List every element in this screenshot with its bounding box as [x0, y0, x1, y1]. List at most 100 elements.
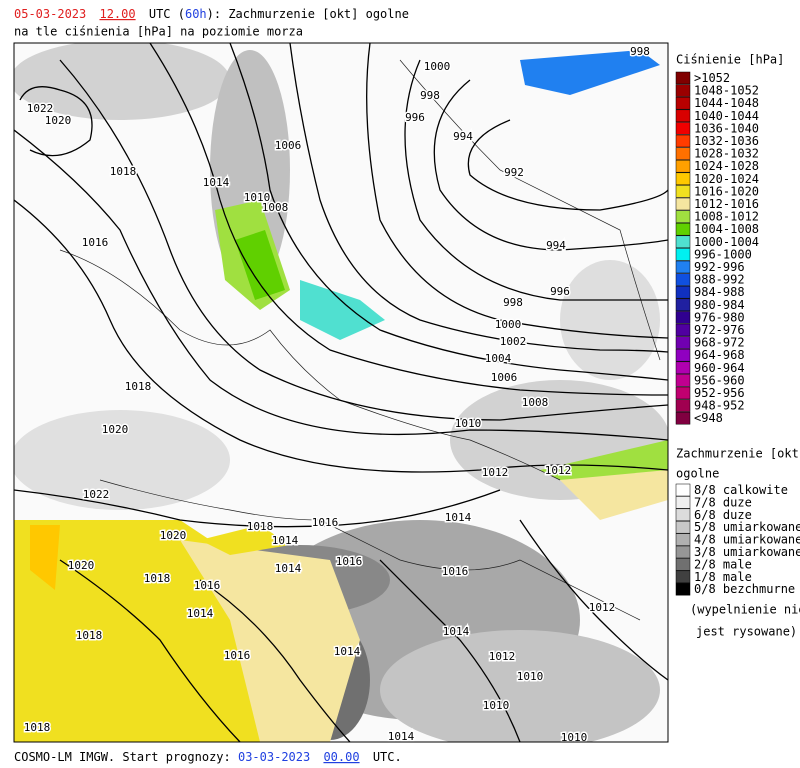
- legend-label: >1052: [694, 71, 730, 85]
- legend-swatch: [675, 222, 691, 236]
- legend-label: 1024-1028: [694, 159, 759, 173]
- legend-swatch: [675, 483, 691, 497]
- legend-label: 992-996: [694, 260, 745, 274]
- isobar-label: 1022: [27, 102, 54, 115]
- legend-label: 972-976: [694, 323, 745, 337]
- isobar-label: 1014: [443, 625, 470, 638]
- isobar-label: 1012: [482, 466, 509, 479]
- header-rest: ): Zachmurzenie [okt] ogolne: [207, 7, 409, 21]
- legend-swatch: [675, 520, 691, 534]
- legend-label: 1000-1004: [694, 235, 759, 249]
- isobar-label: 1016: [312, 516, 339, 529]
- legend-swatch: [675, 122, 691, 135]
- legend-label: 1012-1016: [694, 197, 759, 211]
- legend-swatch: [675, 273, 691, 286]
- isobar-label: 1006: [491, 371, 518, 384]
- legend-swatch: [675, 411, 691, 425]
- isobar-label: 1014: [334, 645, 361, 658]
- legend-label: 976-980: [694, 310, 745, 324]
- legend-swatch: [675, 582, 691, 596]
- coastlines: [59, 59, 661, 621]
- isobar-label: 1012: [545, 464, 572, 477]
- legend-swatch: [675, 533, 691, 546]
- legend-label: 968-972: [694, 336, 745, 350]
- isobar-label: 1020: [68, 559, 95, 572]
- legend-label: 4/8 umiarkowane: [694, 533, 800, 547]
- legend-swatch: [675, 558, 691, 571]
- legend-swatch: [675, 545, 691, 559]
- isobar-label: 1010: [517, 670, 544, 683]
- legend-swatch: [675, 285, 691, 299]
- isobar-label: 998: [420, 89, 440, 102]
- cloud-legend-note: (wypelnienie nie: [690, 603, 800, 617]
- legend-label: 1004-1008: [694, 222, 759, 236]
- pressure-fields: [14, 50, 668, 742]
- isobar-label: 1014: [388, 730, 415, 743]
- legend-label: 996-1000: [694, 247, 752, 261]
- isobar-label: 996: [550, 285, 570, 298]
- legend-label: 1/8 male: [694, 570, 752, 584]
- isobar-label: 1020: [45, 114, 72, 127]
- isobar-label: 1014: [187, 607, 214, 620]
- legend-label: 980-984: [694, 298, 745, 312]
- legend-label: 3/8 umiarkowane: [694, 545, 800, 559]
- legend-swatch: [675, 399, 691, 412]
- cloud-legend-note: jest rysowane): [696, 625, 797, 639]
- isobar-label: 1020: [160, 529, 187, 542]
- isobar-label: 998: [503, 296, 523, 309]
- legend-swatch: [675, 96, 691, 110]
- map: 9981000998996994100699210221020101810141…: [13, 42, 669, 743]
- legend-swatch: [675, 235, 691, 249]
- isobar-label: 1012: [589, 601, 616, 614]
- legend-swatch: [675, 496, 691, 509]
- legend-label: 5/8 umiarkowane: [694, 520, 800, 534]
- legend-swatch: [675, 134, 691, 148]
- isobar-label: 994: [546, 239, 566, 252]
- isobar-label: 1016: [194, 579, 221, 592]
- legend-swatch: [675, 361, 691, 375]
- legend-label: 1016-1020: [694, 184, 759, 198]
- isobar-label: 996: [405, 111, 425, 124]
- isobar-label: 1008: [522, 396, 549, 409]
- utc-label: UTC (: [149, 7, 185, 21]
- forecast-date: 05-03-2023: [14, 7, 86, 21]
- legend-swatch: [675, 311, 691, 324]
- start-date: 03-03-2023: [238, 750, 310, 764]
- legend-label: 1028-1032: [694, 147, 759, 161]
- isobar-label: 1000: [495, 318, 522, 331]
- legend-label: 948-952: [694, 399, 745, 413]
- legend-label: 0/8 bezchmurne: [694, 582, 795, 596]
- isobar-label: 1018: [24, 721, 51, 734]
- legend-label: 960-964: [694, 361, 745, 375]
- legend-label: 1032-1036: [694, 134, 759, 148]
- legend-swatch: [675, 248, 691, 261]
- footer-text: COSMO-LM IMGW. Start prognozy:: [14, 750, 238, 764]
- legend-label: 984-988: [694, 285, 745, 299]
- legend-label: 6/8 duze: [694, 508, 752, 522]
- isobar-label: 998: [630, 45, 650, 58]
- legend-swatch: [675, 323, 691, 337]
- pressure-legend-title: Ciśnienie [hPa]: [676, 53, 784, 67]
- footer: COSMO-LM IMGW. Start prognozy: 03-03-202…: [14, 750, 402, 764]
- legend-swatch: [675, 374, 691, 387]
- legend-label: <948: [694, 411, 723, 425]
- legend-swatch: [675, 210, 691, 223]
- cloud-legend: Zachmurzenie [okt] ogolne (wypelnienie n…: [675, 447, 800, 639]
- isobar-label: 1012: [489, 650, 516, 663]
- isobar-label: 1000: [424, 60, 451, 73]
- legend-swatch: [675, 172, 691, 186]
- isobar-label: 1022: [83, 488, 110, 501]
- isobar-label: 1010: [244, 191, 271, 204]
- legend-label: 1040-1044: [694, 109, 759, 123]
- header-line-1: 05-03-2023 12.00 UTC (60h): Zachmurzenie…: [14, 7, 409, 21]
- legend-swatch: [675, 570, 691, 584]
- isobar-label: 1018: [144, 572, 171, 585]
- legend-swatch: [675, 84, 691, 97]
- isobar-label: 1002: [500, 335, 527, 348]
- legend-label: 956-960: [694, 373, 745, 387]
- legend-swatch: [675, 71, 691, 85]
- cloud-legend-title: Zachmurzenie [okt]: [676, 447, 800, 461]
- isobar-label: 1004: [485, 352, 512, 365]
